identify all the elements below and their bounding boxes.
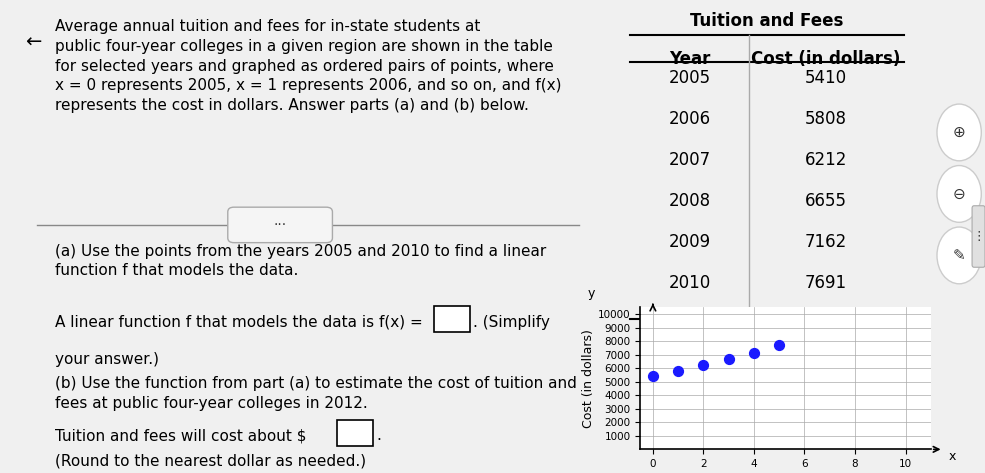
- Text: 7691: 7691: [805, 274, 847, 292]
- Text: Cost (in dollars): Cost (in dollars): [752, 50, 901, 68]
- Text: ⊖: ⊖: [952, 186, 965, 201]
- Text: (b) Use the function from part (a) to estimate the cost of tuition and
fees at p: (b) Use the function from part (a) to es…: [55, 376, 577, 411]
- Text: (Round to the nearest dollar as needed.): (Round to the nearest dollar as needed.): [55, 453, 366, 468]
- FancyBboxPatch shape: [228, 207, 333, 243]
- Text: . (Simplify: . (Simplify: [473, 315, 550, 330]
- Point: [695, 362, 711, 369]
- Point: [721, 356, 737, 363]
- Text: Tuition and fees will cost about $: Tuition and fees will cost about $: [55, 428, 307, 443]
- Text: 2009: 2009: [669, 233, 710, 251]
- FancyBboxPatch shape: [337, 420, 373, 446]
- FancyBboxPatch shape: [972, 206, 985, 267]
- Text: 5410: 5410: [805, 69, 847, 87]
- Point: [771, 342, 787, 349]
- Point: [670, 367, 686, 375]
- Circle shape: [937, 166, 981, 222]
- Point: [645, 372, 661, 380]
- Text: 2005: 2005: [669, 69, 710, 87]
- Text: Average annual tuition and fees for in-state students at
public four-year colleg: Average annual tuition and fees for in-s…: [55, 19, 561, 113]
- Text: 2010: 2010: [669, 274, 710, 292]
- Text: 2006: 2006: [669, 110, 710, 128]
- Text: ←: ←: [25, 33, 41, 52]
- Text: 2008: 2008: [669, 192, 710, 210]
- Text: A linear function f that models the data is f(x) =: A linear function f that models the data…: [55, 315, 424, 330]
- Text: 5808: 5808: [805, 110, 847, 128]
- Point: [746, 349, 761, 356]
- Circle shape: [937, 227, 981, 284]
- X-axis label: Year: Year: [772, 472, 799, 473]
- Circle shape: [937, 104, 981, 161]
- Text: your answer.): your answer.): [55, 352, 160, 368]
- Text: y: y: [588, 288, 595, 300]
- Text: ⊕: ⊕: [952, 125, 965, 140]
- Text: Year: Year: [669, 50, 710, 68]
- Text: 6655: 6655: [805, 192, 847, 210]
- Text: 7162: 7162: [805, 233, 847, 251]
- FancyBboxPatch shape: [434, 306, 470, 332]
- Text: ···: ···: [274, 218, 287, 232]
- Text: ✎: ✎: [952, 248, 965, 263]
- Text: (a) Use the points from the years 2005 and 2010 to find a linear
function f that: (a) Use the points from the years 2005 a…: [55, 244, 547, 279]
- Text: .: .: [376, 428, 381, 443]
- Text: Tuition and Fees: Tuition and Fees: [690, 12, 844, 30]
- Text: 6212: 6212: [805, 151, 847, 169]
- Text: 2007: 2007: [669, 151, 710, 169]
- Y-axis label: Cost (in dollars): Cost (in dollars): [582, 329, 595, 428]
- Text: ⋮: ⋮: [972, 230, 985, 243]
- Text: x: x: [949, 450, 955, 463]
